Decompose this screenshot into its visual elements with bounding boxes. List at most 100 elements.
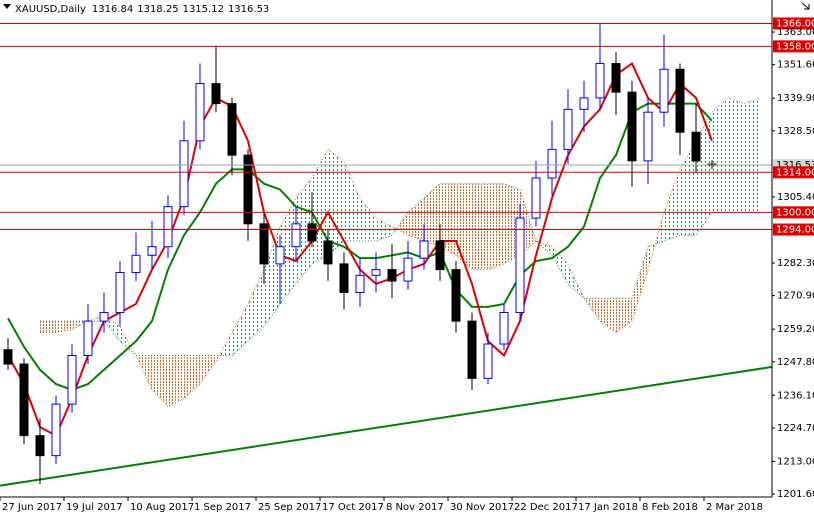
level-box xyxy=(773,206,814,219)
candle-body xyxy=(499,312,509,345)
candle-body xyxy=(515,217,525,314)
header-low: 1315.12 xyxy=(183,4,224,15)
y-tick-label: 1339.90 xyxy=(777,93,814,104)
x-tick-label: 22 Dec 2017 xyxy=(514,502,578,513)
cloud-segment xyxy=(232,303,248,356)
cloud-segment xyxy=(344,160,360,241)
candle-body xyxy=(483,343,493,379)
cloud-segment xyxy=(168,355,184,407)
cloud-segment xyxy=(456,183,472,270)
x-tick-label: 30 Nov 2017 xyxy=(450,502,514,513)
candle-body xyxy=(99,312,109,322)
cloud-segment xyxy=(104,315,120,342)
candle-body xyxy=(467,320,477,379)
cloud-segment xyxy=(488,183,504,270)
y-tick-label: 1236.10 xyxy=(777,390,814,401)
candle-body xyxy=(419,240,429,259)
y-tick-label: 1224.70 xyxy=(777,423,814,434)
menu-arrow[interactable] xyxy=(3,4,11,9)
cloud-segment xyxy=(216,332,232,362)
last-price-label: 1316.53 xyxy=(776,160,814,171)
x-tick-label: 10 Aug 2017 xyxy=(130,502,194,513)
candle-body xyxy=(291,223,301,248)
candle-body xyxy=(675,68,685,133)
x-tick-label: 19 Jul 2017 xyxy=(66,502,123,513)
cloud-segment xyxy=(40,321,56,333)
candle-body xyxy=(339,263,349,294)
y-tick-label: 1351.60 xyxy=(777,60,814,71)
cloud-segment xyxy=(360,198,376,241)
x-tick-label: 8 Nov 2017 xyxy=(386,502,444,513)
candle-body xyxy=(3,349,13,365)
candle-body xyxy=(195,83,205,142)
level-label: 1300.00 xyxy=(776,207,814,218)
y-tick-label: 1259.20 xyxy=(777,324,814,335)
x-tick-label: 17 Oct 2017 xyxy=(322,502,384,513)
cloud-segment xyxy=(616,298,632,333)
level-label: 1314.00 xyxy=(776,167,814,178)
span-b-line xyxy=(40,183,760,356)
cloud-segment xyxy=(424,183,440,247)
candle-body xyxy=(531,177,541,219)
candle-body xyxy=(403,257,413,282)
candle-body xyxy=(35,435,45,457)
cloud-segment xyxy=(664,169,680,241)
candle-body xyxy=(275,246,285,265)
candle-body xyxy=(147,246,157,256)
cloud-segment xyxy=(712,97,728,213)
candle-body xyxy=(51,403,61,457)
candle-body xyxy=(163,206,173,248)
cloud-segment xyxy=(152,355,168,407)
x-tick-label: 8 Feb 2018 xyxy=(642,502,698,513)
symbol: XAUUSD,Daily xyxy=(15,4,86,15)
candle-body xyxy=(227,103,237,156)
cloud-segment xyxy=(680,140,696,236)
corner-arrow[interactable] xyxy=(801,2,810,10)
cloud-segment xyxy=(472,183,488,270)
y-tick-label: 1201.60 xyxy=(777,489,814,500)
cloud-segment xyxy=(440,183,456,256)
plot-area xyxy=(0,0,772,497)
cloud-segment xyxy=(184,355,200,399)
candle-body xyxy=(387,269,397,282)
cloud-segment xyxy=(584,298,600,322)
candle-body xyxy=(19,363,29,437)
candle-body xyxy=(115,271,125,314)
candle-body xyxy=(643,111,653,162)
y-tick-label: 1213.00 xyxy=(777,456,814,467)
span-a-line xyxy=(40,97,761,408)
candle-body xyxy=(259,223,269,265)
x-tick-label: 2 Mar 2018 xyxy=(706,502,763,513)
level-label: 1366.00 xyxy=(776,18,814,29)
candle-body xyxy=(611,63,621,93)
y-tick-label: 1247.80 xyxy=(777,357,814,368)
x-tick-label: 25 Sep 2017 xyxy=(258,502,321,513)
cloud-segment xyxy=(328,149,344,256)
x-tick-label: 1 Sep 2017 xyxy=(194,502,251,513)
x-tick-label: 17 Jan 2018 xyxy=(578,502,638,513)
cloud-segment xyxy=(728,97,744,213)
candle-body xyxy=(659,68,669,113)
cloud-segment xyxy=(408,198,424,241)
candle-body xyxy=(627,91,637,162)
level-box xyxy=(773,17,814,30)
level-box xyxy=(773,223,814,236)
cloud-segment xyxy=(248,269,264,342)
y-tick-label: 1270.90 xyxy=(777,291,814,302)
level-box xyxy=(773,166,814,179)
candle-body xyxy=(131,254,141,273)
x-tick-label: 27 Jun 2017 xyxy=(2,502,62,513)
cloud-segment xyxy=(56,321,72,333)
y-tick-label: 1328.50 xyxy=(777,126,814,137)
cloud-segment xyxy=(200,355,216,385)
candle-body xyxy=(563,108,573,150)
header-high: 1318.25 xyxy=(137,4,178,15)
candle-body xyxy=(435,240,445,271)
level-label: 1358.00 xyxy=(776,41,814,52)
level-box xyxy=(773,40,814,53)
candle-body xyxy=(83,320,93,356)
candle-body xyxy=(547,148,557,179)
cloud-segment xyxy=(600,298,616,333)
trendline xyxy=(0,365,773,487)
